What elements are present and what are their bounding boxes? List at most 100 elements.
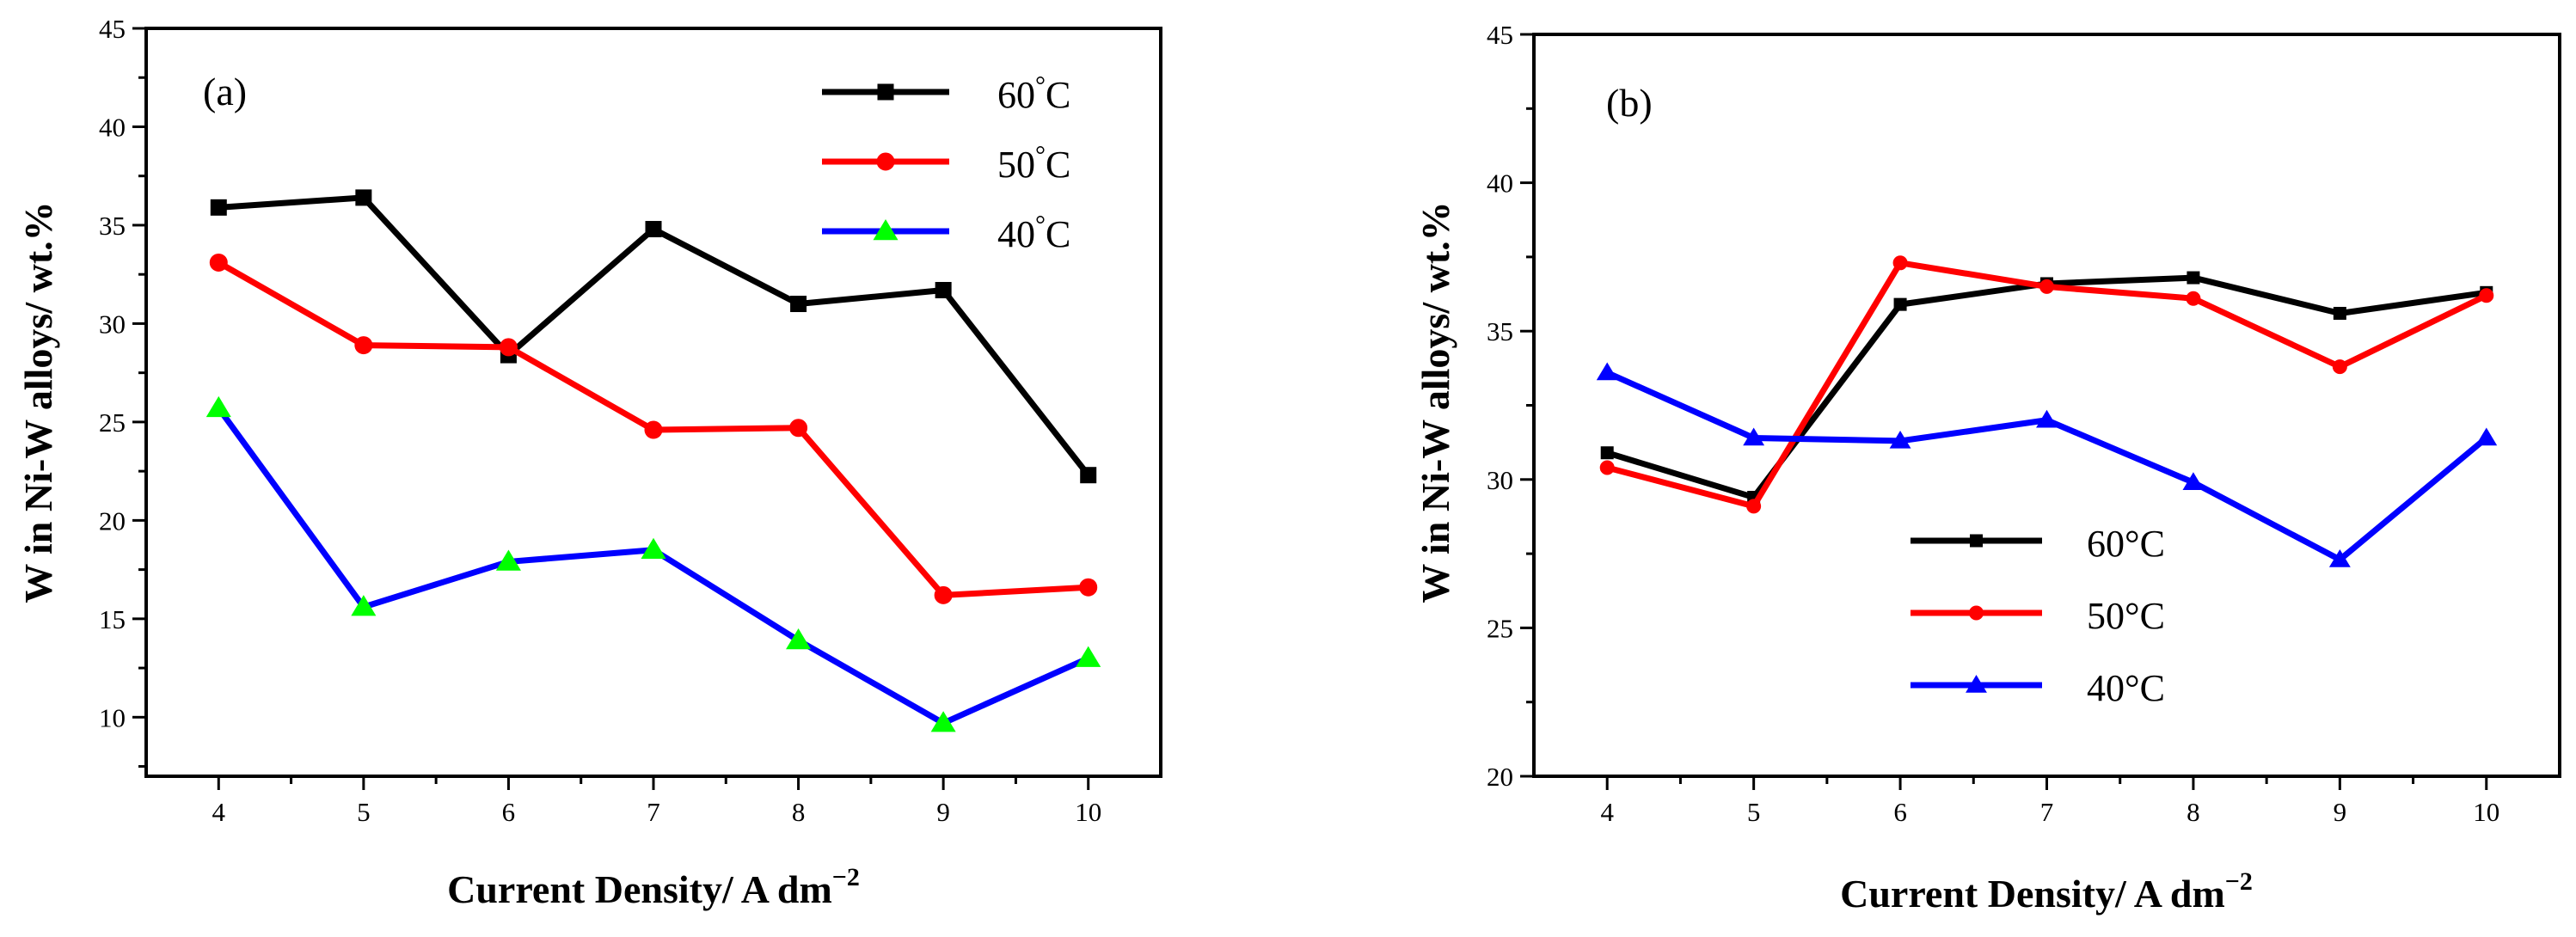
legend-label-value: 40 — [2087, 667, 2125, 709]
y-tick-label: 30 — [1487, 465, 1513, 495]
data-point-circle — [934, 585, 953, 604]
data-point-circle — [354, 336, 373, 355]
series-line — [1606, 274, 2487, 501]
legend-label-unit: °C — [2125, 595, 2165, 637]
data-point-triangle — [2036, 409, 2058, 428]
legend-label: 40°C — [997, 211, 1070, 255]
series-50 — [209, 253, 1098, 604]
data-point-square — [210, 199, 227, 216]
series-50 — [1599, 255, 2494, 514]
legend-label-unit: °C — [2125, 667, 2165, 709]
data-point-square — [877, 83, 894, 101]
legend-label: 60°C — [2087, 523, 2165, 565]
y-tick-label: 45 — [1487, 20, 1513, 50]
series-60 — [210, 189, 1097, 484]
series-line — [1605, 370, 2489, 563]
data-point-circle — [499, 338, 518, 357]
y-tick-label: 25 — [99, 407, 126, 438]
data-point-triangle — [2328, 549, 2351, 567]
x-axis-title-superscript: −2 — [832, 863, 860, 891]
series-40 — [1596, 362, 2498, 567]
data-point-circle — [1969, 605, 1984, 621]
data-point-square — [935, 282, 952, 298]
x-axis-title-main: Current Density/ A dm — [1840, 872, 2225, 916]
data-point-circle — [2479, 288, 2494, 303]
series-60 — [1600, 271, 2493, 505]
legend-label: 50°C — [997, 141, 1070, 186]
legend-label-value: 60 — [2087, 523, 2125, 565]
data-point-triangle — [205, 395, 231, 418]
data-point-triangle — [1076, 646, 1101, 667]
data-point-circle — [876, 152, 895, 171]
y-tick-label: 20 — [99, 505, 126, 536]
data-point-circle — [2332, 359, 2347, 375]
data-point-circle — [1892, 255, 1908, 271]
data-point-circle — [1079, 578, 1098, 597]
legend: 60°C50°C40°C — [822, 71, 1070, 255]
legend-label-degree: ° — [1035, 211, 1046, 239]
legend-label-unit: °C — [2125, 523, 2165, 565]
x-axis-title: Current Density/ A dm−2 — [447, 863, 860, 911]
data-point-square — [1970, 534, 1983, 548]
data-point-circle — [644, 420, 663, 439]
data-point-triangle — [2182, 472, 2205, 491]
legend-label: 60°C — [997, 71, 1070, 116]
legend-label-value: 40 — [997, 213, 1035, 255]
data-point-triangle — [873, 219, 899, 241]
legend-label-degree: ° — [1035, 141, 1046, 169]
x-axis-title-superscript: −2 — [2225, 867, 2253, 896]
data-point-circle — [1746, 499, 1762, 514]
x-tick-label: 7 — [2040, 797, 2054, 827]
series-line — [1606, 260, 2488, 510]
data-point-square — [1600, 446, 1614, 460]
data-point-triangle — [1889, 430, 1911, 449]
series-40 — [205, 395, 1101, 732]
legend-label-value: 50 — [2087, 595, 2125, 637]
x-tick-label: 10 — [2473, 797, 2499, 827]
plot-frame — [144, 27, 1162, 778]
data-point-square — [1080, 467, 1097, 484]
data-point-circle — [2186, 291, 2201, 306]
x-axis-title: Current Density/ A dm−2 — [1840, 867, 2253, 916]
legend-label: 40°C — [2087, 667, 2165, 709]
data-point-circle — [209, 253, 228, 272]
data-point-circle — [2039, 279, 2054, 294]
y-tick-label: 30 — [99, 309, 126, 339]
y-tick-label: 40 — [1487, 168, 1513, 199]
legend-label-value: 50 — [997, 144, 1035, 186]
x-tick-label: 5 — [357, 797, 371, 827]
data-point-triangle — [930, 711, 956, 732]
data-point-triangle — [1596, 362, 1618, 381]
x-tick-label: 9 — [936, 797, 950, 827]
y-tick-label: 15 — [99, 604, 126, 634]
y-tick-label: 20 — [1487, 762, 1513, 792]
panel-label: (a) — [203, 70, 247, 113]
y-tick-label: 40 — [99, 112, 126, 142]
data-point-triangle — [2475, 427, 2498, 446]
y-tick-label: 10 — [99, 702, 126, 732]
data-point-triangle — [786, 628, 812, 650]
legend: 60°C50°C40°C — [1911, 523, 2165, 709]
y-tick-label: 35 — [1487, 316, 1513, 346]
y-tick-label: 25 — [1487, 613, 1513, 643]
data-point-triangle — [495, 549, 521, 571]
x-tick-label: 9 — [2334, 797, 2347, 827]
data-point-square — [1893, 297, 1907, 311]
legend-label-unit: C — [1046, 144, 1070, 186]
y-tick-label: 45 — [99, 14, 126, 44]
data-point-square — [355, 189, 372, 206]
x-axis-title-main: Current Density/ A dm — [447, 867, 832, 911]
data-point-square — [790, 296, 807, 313]
x-tick-label: 6 — [502, 797, 516, 827]
x-tick-label: 8 — [2187, 797, 2200, 827]
data-point-triangle — [1966, 675, 1987, 693]
legend-label-unit: C — [1046, 74, 1070, 116]
y-axis-title: W in Ni-W alloys/ wt.% — [16, 201, 60, 603]
legend-label: 50°C — [2087, 595, 2165, 637]
panel-label: (b) — [1606, 81, 1653, 125]
data-point-square — [2187, 271, 2200, 285]
data-point-triangle — [1743, 427, 1765, 446]
y-axis-title: W in Ni-W alloys/ wt.% — [1414, 201, 1457, 603]
